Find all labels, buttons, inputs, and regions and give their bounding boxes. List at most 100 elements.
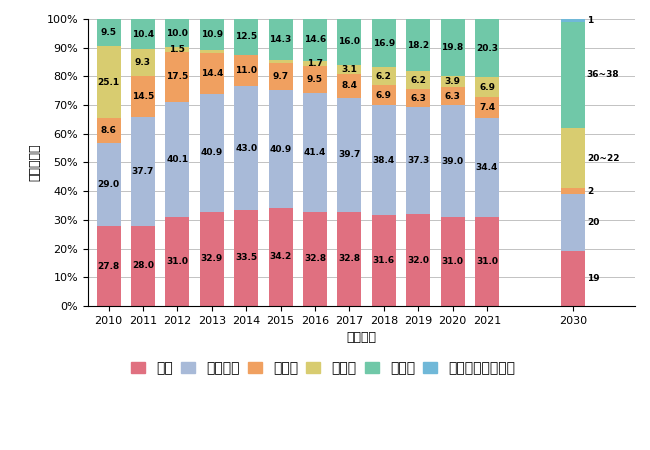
Bar (200, 212, 224, 306)
Text: 16.0: 16.0 (339, 37, 360, 46)
Text: 43.0: 43.0 (235, 144, 257, 153)
Y-axis label: 電源構成比: 電源構成比 (28, 144, 41, 181)
Bar (337, 19, 361, 65)
Text: 33.5: 33.5 (235, 253, 257, 262)
Text: 9.5: 9.5 (101, 28, 116, 37)
Text: 40.1: 40.1 (166, 155, 188, 164)
Bar (561, 194, 585, 252)
Text: 10.4: 10.4 (132, 30, 154, 39)
Text: 39.7: 39.7 (338, 150, 361, 159)
Bar (234, 210, 258, 306)
Bar (234, 19, 258, 55)
Text: 1: 1 (587, 16, 593, 25)
Text: 31.0: 31.0 (166, 257, 188, 266)
Text: 40.9: 40.9 (201, 148, 223, 157)
Bar (165, 52, 189, 102)
Text: 14.6: 14.6 (304, 36, 326, 45)
Bar (441, 76, 465, 87)
Text: 41.4: 41.4 (304, 148, 326, 157)
Bar (441, 217, 465, 306)
Bar (303, 19, 327, 61)
Text: 38.4: 38.4 (372, 156, 395, 165)
Text: 40.9: 40.9 (270, 144, 292, 153)
Text: 7.4: 7.4 (479, 103, 495, 112)
Text: 19: 19 (587, 274, 599, 283)
Bar (96, 143, 121, 226)
Bar (303, 212, 327, 306)
Text: 20: 20 (587, 218, 599, 227)
Text: 31.0: 31.0 (441, 257, 463, 266)
Bar (96, 46, 121, 118)
Bar (96, 226, 121, 306)
Text: 36~38: 36~38 (587, 71, 619, 80)
Bar (165, 19, 189, 47)
Text: 8.6: 8.6 (101, 126, 116, 135)
Text: 34.2: 34.2 (270, 252, 292, 261)
Bar (441, 105, 465, 217)
Text: 32.9: 32.9 (201, 254, 223, 263)
Text: 20~22: 20~22 (587, 154, 619, 163)
Text: 1.7: 1.7 (307, 59, 323, 68)
Bar (475, 19, 499, 77)
Text: 34.4: 34.4 (476, 163, 499, 172)
Text: 39.0: 39.0 (441, 157, 463, 166)
Bar (475, 97, 499, 118)
Text: 3.1: 3.1 (341, 65, 358, 74)
Text: 32.8: 32.8 (304, 254, 326, 263)
Text: 3.9: 3.9 (445, 77, 461, 86)
Bar (561, 252, 585, 306)
Bar (337, 74, 361, 98)
Text: 14.5: 14.5 (132, 92, 154, 101)
Bar (406, 71, 430, 89)
Bar (406, 19, 430, 71)
Bar (475, 118, 499, 217)
Text: 10.0: 10.0 (166, 28, 188, 37)
Text: 14.4: 14.4 (201, 69, 223, 78)
Bar (441, 19, 465, 76)
Bar (475, 77, 499, 97)
Text: 6.9: 6.9 (479, 83, 495, 92)
Bar (200, 53, 224, 94)
Bar (406, 107, 430, 214)
Bar (337, 212, 361, 306)
Text: 32.0: 32.0 (408, 256, 429, 265)
Bar (561, 128, 585, 188)
Bar (303, 66, 327, 93)
Bar (561, 22, 585, 128)
Text: 29.0: 29.0 (98, 180, 120, 189)
Text: 32.8: 32.8 (339, 254, 361, 263)
Bar (96, 118, 121, 143)
X-axis label: （年度）: （年度） (346, 331, 376, 344)
Text: 19.8: 19.8 (441, 43, 463, 52)
Text: 6.9: 6.9 (376, 91, 392, 100)
Text: 10.9: 10.9 (201, 30, 223, 39)
Text: 37.3: 37.3 (407, 156, 430, 165)
Bar (268, 208, 292, 306)
Text: 6.3: 6.3 (445, 91, 461, 100)
Bar (131, 19, 155, 49)
Bar (268, 90, 292, 208)
Bar (131, 49, 155, 76)
Text: 31.6: 31.6 (372, 256, 395, 265)
Text: 20.3: 20.3 (476, 44, 498, 53)
Bar (234, 55, 258, 86)
Legend: 石炎, 天然ガス, 石沿等, 原子力, 再エネ, 水素・アンモニア: 石炎, 天然ガス, 石沿等, 原子力, 再エネ, 水素・アンモニア (125, 356, 521, 381)
Bar (337, 98, 361, 212)
Bar (96, 19, 121, 46)
Text: 6.2: 6.2 (410, 76, 426, 85)
Bar (200, 19, 224, 50)
Bar (268, 19, 292, 60)
Bar (406, 89, 430, 107)
Bar (372, 105, 396, 215)
Text: 6.3: 6.3 (410, 94, 426, 103)
Text: 28.0: 28.0 (132, 261, 154, 270)
Text: 17.5: 17.5 (166, 72, 188, 81)
Bar (372, 19, 396, 68)
Bar (303, 61, 327, 66)
Text: 1.5: 1.5 (170, 45, 185, 54)
Bar (372, 86, 396, 105)
Bar (268, 60, 292, 63)
Bar (561, 188, 585, 194)
Text: 6.2: 6.2 (376, 72, 392, 81)
Bar (234, 86, 258, 210)
